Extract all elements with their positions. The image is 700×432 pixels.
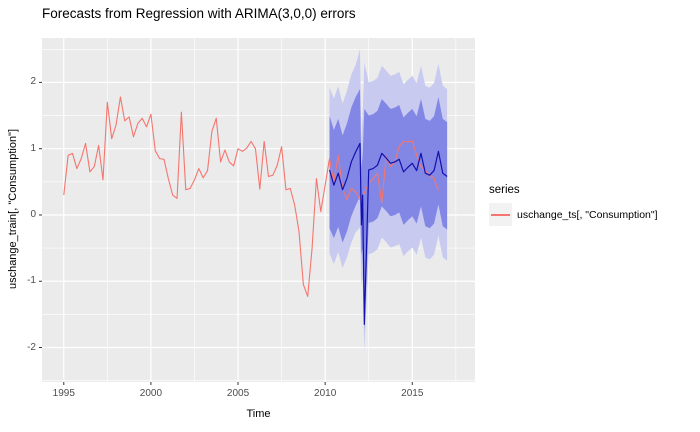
- legend-key: [489, 203, 512, 226]
- y-tick-label: 2: [30, 76, 36, 88]
- band-80: [329, 89, 448, 331]
- y-tick-label: -1: [27, 275, 36, 287]
- actual-line: [63, 96, 439, 298]
- chart-title: Forecasts from Regression with ARIMA(3,0…: [42, 6, 356, 21]
- y-tick-label: -2: [27, 341, 36, 353]
- legend-entry: uschange_ts[, "Consumption"]: [489, 203, 658, 226]
- legend-entry-label: uschange_ts[, "Consumption"]: [517, 208, 658, 221]
- legend-title: series: [489, 184, 520, 196]
- forecast-line: [328, 142, 448, 325]
- legend-line-icon: [491, 214, 510, 216]
- x-axis-label: Time: [246, 408, 271, 420]
- legend: series uschange_ts[, "Consumption"]: [489, 184, 658, 226]
- y-tick-label: 1: [30, 142, 36, 154]
- x-tick-label: 2005: [226, 388, 250, 399]
- y-tick-label: 0: [30, 208, 36, 220]
- x-tick-label: 2010: [314, 388, 337, 399]
- y-axis-label: uschange_train[, "Consumption"]: [7, 128, 19, 290]
- x-tick-label: 2000: [139, 388, 163, 399]
- x-tick-label: 1995: [52, 388, 75, 399]
- x-tick-label: 2015: [401, 388, 424, 399]
